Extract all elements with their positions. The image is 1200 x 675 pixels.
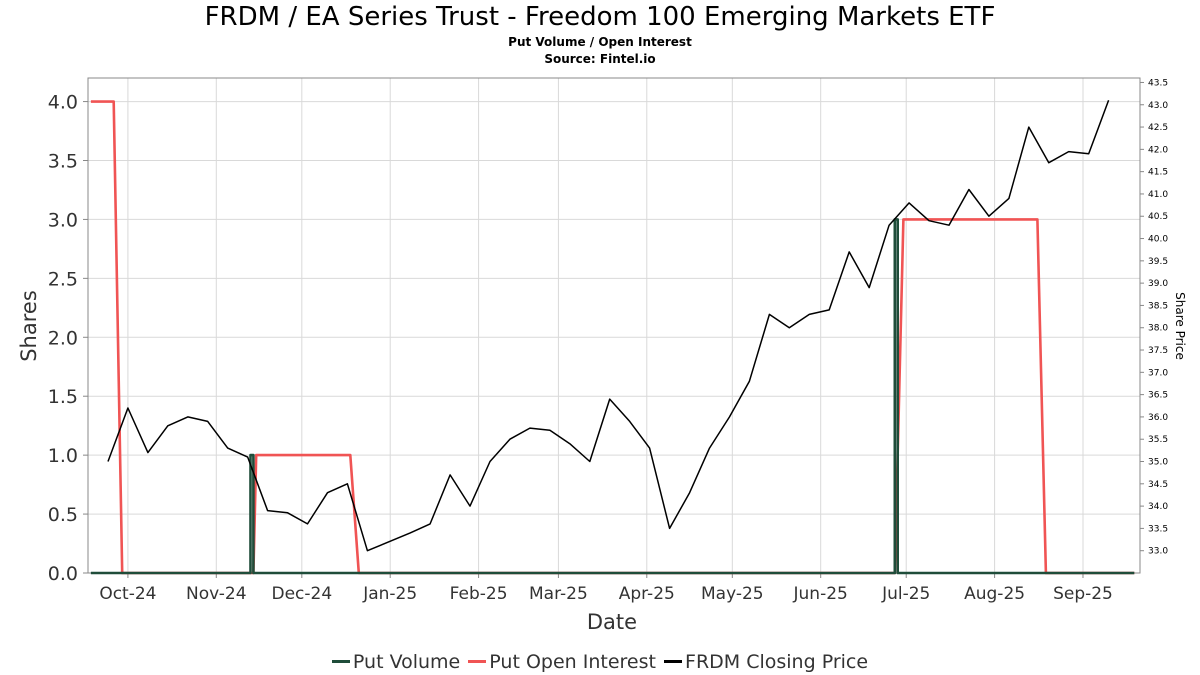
y2-tick-label: 38.5 <box>1148 301 1168 311</box>
x-tick-label: Apr-25 <box>619 584 675 604</box>
y2-tick-label: 34.0 <box>1148 502 1168 512</box>
x-tick-label: Jan-25 <box>362 584 417 604</box>
chart-source: Source: Fintel.io <box>544 52 656 66</box>
y-tick-label: 0.5 <box>48 504 78 526</box>
legend-label: FRDM Closing Price <box>685 650 869 673</box>
y2-tick-label: 40.0 <box>1148 235 1168 245</box>
axes: Oct-24 Nov-24 Dec-24 Jan-25 Feb-25 Mar-25 Apr-… <box>48 78 1169 604</box>
legend-swatch <box>331 660 350 663</box>
y-tick-label: 3.5 <box>48 151 78 173</box>
y2-tick-label: 33.5 <box>1148 524 1168 534</box>
y-tick-label: 1.0 <box>48 445 78 467</box>
chart-title: FRDM / EA Series Trust - Freedom 100 Eme… <box>204 2 996 32</box>
y2-tick-label: 35.5 <box>1148 435 1168 445</box>
y2-tick-label: 36.0 <box>1148 413 1168 423</box>
chart-canvas: Oct-24 Nov-24 Dec-24 Jan-25 Feb-25 Mar-25 Apr-… <box>17 77 1187 634</box>
y2-tick-label: 39.0 <box>1148 279 1168 289</box>
x-tick-label: Nov-24 <box>186 584 247 604</box>
y2-tick-label: 37.0 <box>1148 368 1168 378</box>
x-tick-label: Aug-25 <box>964 584 1025 604</box>
plot-area <box>87 77 1141 574</box>
y-tick-label: 4.0 <box>48 92 78 114</box>
y2-tick-label: 36.5 <box>1148 391 1168 401</box>
legend-swatch <box>468 660 487 663</box>
chart-subtitle: Put Volume / Open Interest <box>508 35 692 49</box>
x-tick-label: Dec-24 <box>271 584 332 604</box>
y2-tick-label: 33.0 <box>1148 547 1168 557</box>
closing-price-line <box>107 100 1110 552</box>
legend-item-put-volume[interactable]: Put Volume <box>331 650 461 673</box>
y-tick-label: 0.0 <box>48 563 78 585</box>
y-tick-label: 1.5 <box>48 386 78 408</box>
y-tick-label: 2.0 <box>48 327 78 349</box>
y2-tick-label: 43.5 <box>1148 78 1168 88</box>
put-open-interest-line <box>90 100 1135 575</box>
y2-tick-label: 34.5 <box>1148 480 1168 490</box>
y2-tick-label: 41.5 <box>1148 168 1168 178</box>
x-tick-label: Sep-25 <box>1053 584 1113 604</box>
put-volume-line <box>90 218 1135 575</box>
x-tick-label: Jul-25 <box>881 584 930 604</box>
y-axis-label: Shares <box>17 290 41 362</box>
x-tick-label: Oct-24 <box>99 584 156 604</box>
legend: Put Volume Put Open Interest FRDM Closin… <box>0 646 1200 673</box>
y-tick-label: 2.5 <box>48 268 78 290</box>
legend-item-closing-price[interactable]: FRDM Closing Price <box>664 651 868 673</box>
x-tick-label: Jun-25 <box>793 584 848 604</box>
x-tick-label: Feb-25 <box>450 584 508 604</box>
y2-tick-label: 35.0 <box>1148 458 1168 468</box>
x-axis-label: Date <box>587 610 637 634</box>
y2-tick-label: 40.5 <box>1148 212 1168 222</box>
x-tick-label: Mar-25 <box>529 584 588 604</box>
y2-tick-label: 43.0 <box>1148 101 1168 111</box>
y2-tick-label: 41.0 <box>1148 190 1168 200</box>
legend-label: Put Open Interest <box>489 650 656 673</box>
grid-lines <box>88 78 1140 574</box>
y2-axis-label: Share Price <box>1173 292 1187 360</box>
series-layer <box>90 100 1135 575</box>
legend-label: Put Volume <box>352 650 461 673</box>
y-tick-label: 3.0 <box>48 209 78 231</box>
y2-tick-label: 42.5 <box>1148 123 1168 133</box>
y2-tick-label: 39.5 <box>1148 257 1168 267</box>
legend-swatch <box>664 660 683 663</box>
y2-tick-label: 37.5 <box>1148 346 1168 356</box>
legend-item-put-open-interest[interactable]: Put Open Interest <box>468 651 656 673</box>
y2-tick-label: 42.0 <box>1148 145 1168 155</box>
x-tick-label: May-25 <box>701 584 764 604</box>
y2-tick-label: 38.0 <box>1148 324 1168 334</box>
